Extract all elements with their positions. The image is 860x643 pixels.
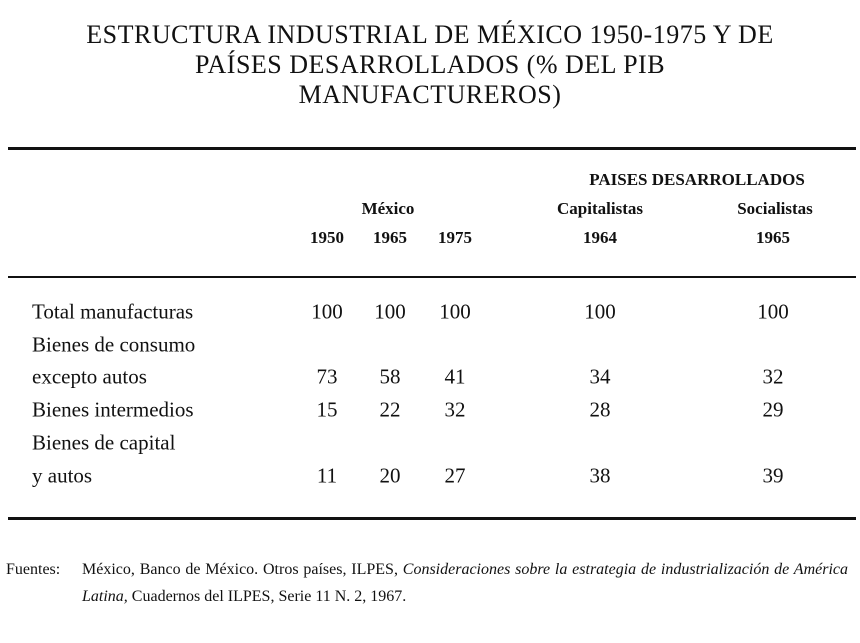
row-label: y autos <box>32 463 93 487</box>
source-part: Consideraciones sobre la estrategia de i… <box>82 561 848 605</box>
rule <box>8 147 856 150</box>
cell-value: 34 <box>589 364 611 389</box>
year-header: 1975 <box>438 228 472 247</box>
title-line: ESTRUCTURA INDUSTRIAL DE MÉXICO 1950-197… <box>86 20 774 49</box>
cell-value: 27 <box>444 463 466 487</box>
cell-value: 32 <box>762 364 784 389</box>
cell-value: 41 <box>444 364 466 389</box>
cell-value: 38 <box>589 463 611 487</box>
cell-value: 100 <box>439 299 471 324</box>
year-header: 1965 <box>756 228 790 247</box>
title-line: MANUFACTUREROS) <box>298 80 562 109</box>
col-header: Capitalistas <box>557 199 643 218</box>
row-label: Bienes de consumo <box>32 332 196 357</box>
cell-value: 100 <box>374 299 406 324</box>
cell-value: 100 <box>311 299 343 324</box>
source-part: México, Banco de México. Otros países, I… <box>82 561 403 578</box>
rule <box>8 276 856 278</box>
title-line: PAÍSES DESARROLLADOS (% DEL PIB <box>194 50 666 79</box>
cell-value: 22 <box>379 397 401 422</box>
cell-value: 11 <box>316 463 338 487</box>
col-header: Socialistas <box>737 199 813 218</box>
cell-value: 39 <box>762 463 784 487</box>
col-header: México <box>361 199 415 218</box>
row-label: Total manufacturas <box>32 299 194 324</box>
row-label: excepto autos <box>32 364 147 389</box>
cell-value: 58 <box>379 364 401 389</box>
row-label: Bienes intermedios <box>32 397 194 422</box>
source-text: México, Banco de México. Otros países, I… <box>82 556 848 610</box>
source-part: Cuadernos del ILPES, Serie 11 N. 2, 1967… <box>127 588 407 605</box>
rule <box>8 517 856 520</box>
cell-value: 32 <box>444 397 466 422</box>
cell-value: 100 <box>757 299 789 324</box>
year-header: 1964 <box>583 228 617 247</box>
cell-value: 100 <box>584 299 616 324</box>
year-header: 1965 <box>373 228 407 247</box>
cell-value: 20 <box>379 463 401 487</box>
cell-value: 15 <box>316 397 338 422</box>
cell-value: 28 <box>589 397 611 422</box>
row-label: Bienes de capital <box>32 430 176 455</box>
cell-value: 73 <box>316 364 338 389</box>
source-label: Fuentes: <box>6 561 61 578</box>
cell-value: 29 <box>762 397 784 422</box>
group-header: PAISES DESARROLLADOS <box>589 170 805 189</box>
source-note: Fuentes: México, Banco de México. Otros p… <box>6 556 848 610</box>
year-header: 1950 <box>310 228 344 247</box>
